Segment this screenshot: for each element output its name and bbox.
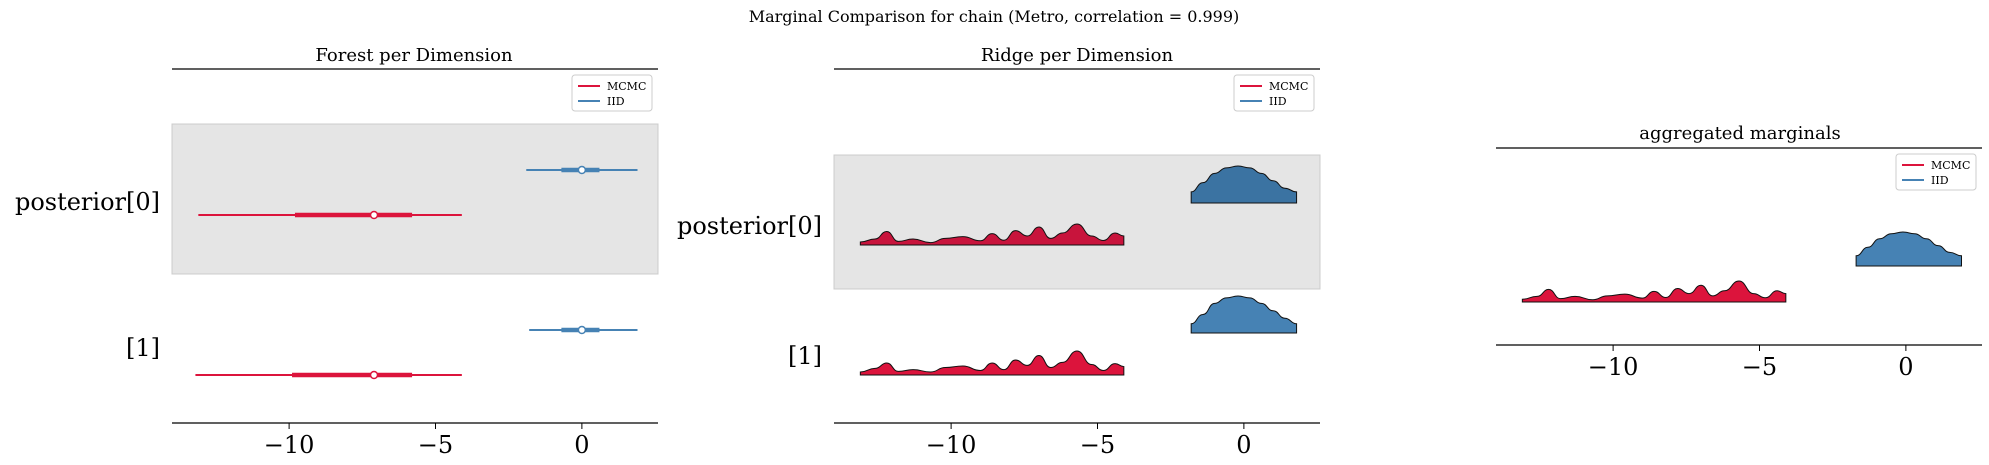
ridge-density-mcmc bbox=[859, 350, 1125, 376]
forest-median-iid bbox=[577, 325, 587, 335]
forest-x-tick-label: −10 bbox=[264, 431, 315, 459]
ridge-density-iid bbox=[1190, 295, 1298, 334]
forest-median-iid bbox=[577, 165, 587, 175]
forest-legend-label: MCMC bbox=[607, 80, 646, 93]
aggregate-density-mcmc bbox=[1521, 280, 1787, 303]
aggregate-x-tick-label: 0 bbox=[1898, 353, 1913, 381]
figure-suptitle: Marginal Comparison for chain (Metro, co… bbox=[749, 7, 1240, 26]
ridge-legend-label: IID bbox=[1269, 95, 1287, 108]
panel-forest: Forest per Dimension −10 −5 0 MCMC IID poster… bbox=[15, 45, 659, 459]
aggregate-legend-label: IID bbox=[1931, 174, 1949, 187]
ridge-x-tick-label: −10 bbox=[926, 431, 977, 459]
aggregate-density-iid bbox=[1855, 231, 1963, 267]
ridge-density-iid bbox=[1190, 165, 1298, 204]
panel-ridge: Ridge per Dimension −10 −5 0 MCMC IID posteri… bbox=[677, 45, 1321, 459]
forest-row-band bbox=[171, 123, 659, 275]
ridge-legend-label: MCMC bbox=[1269, 80, 1308, 93]
forest-x-tick-label: −5 bbox=[418, 431, 453, 459]
ridge-title: Ridge per Dimension bbox=[981, 45, 1174, 66]
aggregate-x-tick-label: −10 bbox=[1588, 353, 1639, 381]
ridge-x-tick-label: −5 bbox=[1080, 431, 1115, 459]
ridge-x-tick-label: 0 bbox=[1236, 431, 1251, 459]
ridge-density-mcmc bbox=[859, 223, 1125, 246]
aggregate-title: aggregated marginals bbox=[1639, 123, 1840, 144]
forest-median-mcmc bbox=[369, 370, 379, 380]
aggregate-x-tick-label: −5 bbox=[1742, 353, 1777, 381]
forest-x-tick-label: 0 bbox=[574, 431, 589, 459]
forest-row-label: [1] bbox=[126, 334, 160, 362]
ridge-row-label: posterior[0] bbox=[677, 212, 822, 240]
panel-aggregate: aggregated marginals −10 −5 0 MCMC IID bbox=[1496, 123, 1982, 381]
aggregate-legend-label: MCMC bbox=[1931, 159, 1970, 172]
forest-row-label: posterior[0] bbox=[15, 188, 160, 216]
forest-title: Forest per Dimension bbox=[315, 45, 513, 66]
forest-legend-label: IID bbox=[607, 95, 625, 108]
ridge-row-label: [1] bbox=[788, 342, 822, 370]
forest-median-mcmc bbox=[369, 210, 379, 220]
